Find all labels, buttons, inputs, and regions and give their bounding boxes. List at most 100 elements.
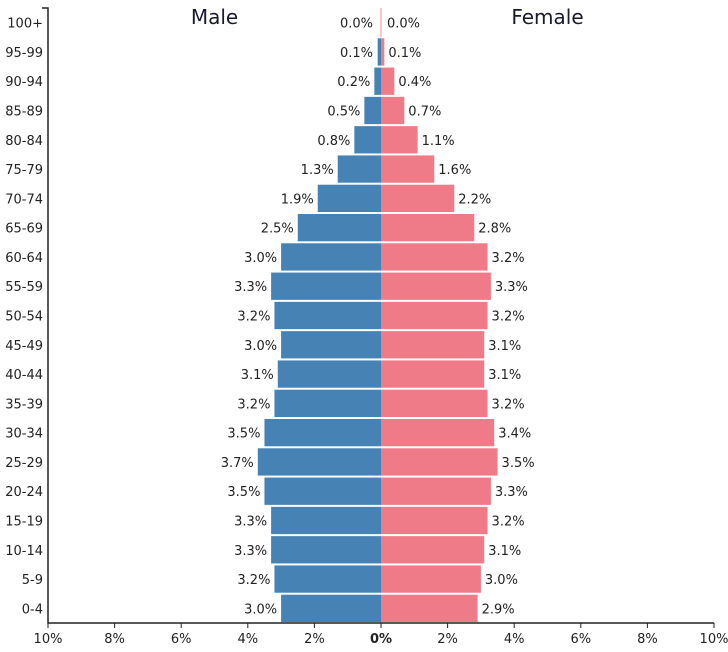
bar-male — [257, 448, 381, 476]
bar-female — [381, 448, 498, 476]
bar-male — [274, 301, 381, 330]
data-label-female: 0.0% — [387, 17, 420, 32]
data-label-female: 3.0% — [485, 573, 518, 588]
bar-female — [381, 155, 435, 183]
data-label-male: 0.5% — [327, 105, 360, 120]
y-tick-label: 5-9 — [22, 573, 43, 588]
bar-female — [381, 594, 478, 622]
x-tick-label: 10% — [700, 632, 728, 647]
bar-female — [381, 38, 385, 66]
data-label-male: 0.1% — [340, 46, 373, 61]
x-tick-label: 10% — [34, 632, 63, 647]
y-tick-label: 45-49 — [5, 339, 43, 354]
x-tick-label: 4% — [504, 632, 525, 647]
bar-female — [381, 214, 475, 242]
series-heading-male: Male — [191, 5, 238, 29]
data-label-female: 3.1% — [488, 339, 521, 354]
y-tick-label: 25-29 — [5, 456, 43, 471]
y-tick-label: 100+ — [7, 17, 43, 32]
bar-male — [271, 536, 381, 564]
y-tick-label: 55-59 — [5, 280, 43, 295]
bar-male — [281, 594, 381, 622]
bar-female — [381, 126, 418, 154]
data-label-female: 2.8% — [478, 222, 511, 237]
y-tick-label: 60-64 — [5, 251, 43, 266]
y-tick-label: 15-19 — [5, 515, 43, 530]
bar-male — [274, 389, 381, 417]
bar-female — [381, 272, 491, 300]
data-label-male: 3.7% — [221, 456, 254, 471]
y-tick-label: 0-4 — [22, 602, 43, 617]
x-tick-label: 4% — [237, 632, 258, 647]
x-tick-label: 8% — [637, 632, 658, 647]
bar-female — [381, 301, 488, 330]
data-label-male: 3.1% — [241, 368, 274, 383]
y-tick-label: 90-94 — [5, 75, 43, 90]
y-tick-label: 75-79 — [5, 163, 43, 178]
bar-female — [381, 360, 485, 388]
y-tick-label: 85-89 — [5, 105, 43, 120]
data-label-female: 1.6% — [438, 163, 471, 178]
bar-female — [381, 389, 488, 417]
bar-male — [337, 155, 381, 183]
data-label-male: 3.2% — [237, 573, 270, 588]
bar-male — [297, 214, 381, 242]
bar-female — [381, 67, 395, 95]
bar-male — [317, 184, 381, 212]
data-label-male: 3.0% — [244, 602, 277, 617]
data-label-female: 3.4% — [498, 427, 531, 442]
bar-male — [377, 38, 381, 66]
data-label-female: 3.2% — [492, 515, 525, 530]
data-label-female: 3.2% — [492, 310, 525, 325]
bar-male — [281, 331, 381, 359]
x-tick-label: 6% — [171, 632, 192, 647]
x-tick-label: 6% — [570, 632, 591, 647]
data-label-female: 3.3% — [495, 280, 528, 295]
y-tick-label: 95-99 — [5, 46, 43, 61]
bar-male — [281, 243, 381, 271]
data-label-female: 3.1% — [488, 544, 521, 559]
bar-female — [381, 184, 455, 212]
x-tick-label: 0% — [370, 632, 392, 647]
data-label-female: 3.2% — [492, 397, 525, 412]
data-label-female: 3.5% — [502, 456, 535, 471]
y-tick-label: 10-14 — [5, 544, 43, 559]
data-label-male: 3.3% — [234, 280, 267, 295]
data-label-male: 3.2% — [237, 397, 270, 412]
data-label-male: 3.3% — [234, 544, 267, 559]
data-label-male: 0.0% — [340, 17, 373, 32]
x-tick-label: 8% — [104, 632, 125, 647]
y-tick-label: 50-54 — [5, 310, 43, 325]
bar-male — [277, 360, 381, 388]
series-heading-female: Female — [511, 5, 583, 29]
y-tick-label: 35-39 — [5, 397, 43, 412]
data-label-female: 0.1% — [388, 46, 421, 61]
data-label-male: 3.5% — [227, 485, 260, 500]
bar-female — [381, 243, 488, 271]
bar-female — [381, 565, 481, 593]
bar-female — [381, 477, 491, 505]
data-label-male: 0.8% — [317, 134, 350, 149]
bar-female — [381, 536, 485, 564]
bar-male — [271, 272, 381, 300]
bar-male — [354, 126, 381, 154]
data-label-male: 3.0% — [244, 339, 277, 354]
bar-female — [381, 331, 485, 359]
bar-male — [264, 477, 381, 505]
data-label-male: 3.0% — [244, 251, 277, 266]
bar-male — [374, 67, 381, 95]
data-label-male: 1.3% — [301, 163, 334, 178]
y-tick-label: 80-84 — [5, 134, 43, 149]
data-label-male: 3.2% — [237, 310, 270, 325]
data-label-female: 1.1% — [422, 134, 455, 149]
data-label-female: 3.2% — [492, 251, 525, 266]
bar-female — [381, 506, 488, 535]
data-label-female: 0.7% — [408, 105, 441, 120]
data-label-female: 2.2% — [458, 192, 491, 207]
data-label-male: 2.5% — [261, 222, 294, 237]
data-label-female: 2.9% — [482, 602, 515, 617]
data-label-male: 3.5% — [227, 427, 260, 442]
y-tick-label: 65-69 — [5, 222, 43, 237]
bar-male — [271, 506, 381, 535]
